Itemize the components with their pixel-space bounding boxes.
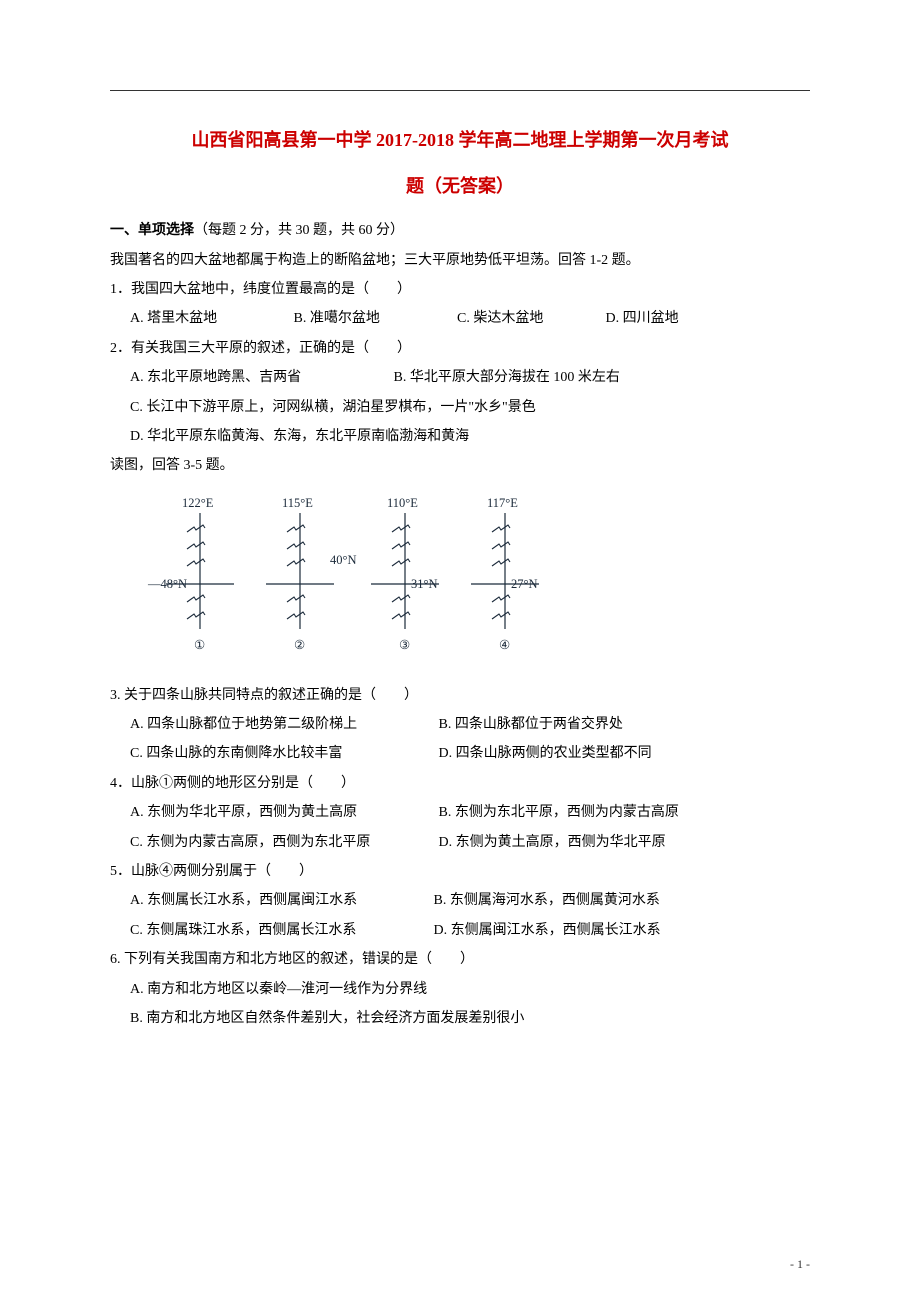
- q6-stem: 6. 下列有关我国南方和北方地区的叙述，错误的是（ ）: [110, 945, 810, 974]
- q5-opt-c: C. 东侧属珠江水系，西侧属长江水系: [130, 916, 430, 945]
- q5-opt-a: A. 东侧属长江水系，西侧属闽江水系: [130, 886, 430, 915]
- q2-opt-d: D. 华北平原东临黄海、东海，东北平原南临渤海和黄海: [130, 422, 469, 451]
- section-meta: （每题 2 分，共 30 题，共 60 分）: [194, 223, 404, 238]
- svg-text:—48°N: —48°N: [147, 577, 187, 591]
- q3-stem: 3. 关于四条山脉共同特点的叙述正确的是（ ）: [110, 681, 810, 710]
- intro-q3-5: 读图，回答 3-5 题。: [110, 451, 810, 480]
- q4-opt-c: C. 东侧为内蒙古高原，西侧为东北平原: [130, 828, 435, 857]
- q2-stem: 2．有关我国三大平原的叙述，正确的是（ ）: [110, 334, 810, 363]
- mountain-diagram: 122°E 115°E 110°E 117°E —48°N ① 40°N ② 31°N ③ 27°N…: [140, 489, 810, 669]
- q6-opt-b: B. 南方和北方地区自然条件差别大，社会经济方面发展差别很小: [130, 1004, 524, 1033]
- q1-options: A. 塔里木盆地 B. 准噶尔盆地 C. 柴达木盆地 D. 四川盆地: [110, 304, 810, 333]
- q3-opt-a: A. 四条山脉都位于地势第二级阶梯上: [130, 710, 435, 739]
- q2-options: A. 东北平原地跨黑、吉两省 B. 华北平原大部分海拔在 100 米左右 C. …: [110, 363, 810, 451]
- page-number: - 1 -: [790, 1257, 810, 1272]
- svg-text:110°E: 110°E: [387, 496, 418, 510]
- top-rule: [110, 90, 810, 91]
- q3-options: A. 四条山脉都位于地势第二级阶梯上 B. 四条山脉都位于两省交界处 C. 四条…: [110, 710, 810, 769]
- svg-text:122°E: 122°E: [182, 496, 214, 510]
- q6-opt-a: A. 南方和北方地区以秦岭—淮河一线作为分界线: [130, 975, 427, 1004]
- q3-opt-d: D. 四条山脉两侧的农业类型都不同: [439, 739, 652, 768]
- q2-opt-c: C. 长江中下游平原上，河网纵横，湖泊星罗棋布，一片"水乡"景色: [130, 393, 536, 422]
- q6-options: A. 南方和北方地区以秦岭—淮河一线作为分界线 B. 南方和北方地区自然条件差别…: [110, 975, 810, 1034]
- doc-title-line1: 山西省阳高县第一中学 2017-2018 学年高二地理上学期第一次月考试: [110, 121, 810, 161]
- q1-opt-c: C. 柴达木盆地: [457, 304, 602, 333]
- q5-opt-d: D. 东侧属闽江水系，西侧属长江水系: [434, 916, 661, 945]
- intro-q1-2: 我国著名的四大盆地都属于构造上的断陷盆地；三大平原地势低平坦荡。回答 1-2 题…: [110, 246, 810, 275]
- q4-stem: 4．山脉①两侧的地形区分别是（ ）: [110, 769, 810, 798]
- q5-opt-b: B. 东侧属海河水系，西侧属黄河水系: [434, 886, 660, 915]
- q1-opt-b: B. 准噶尔盆地: [294, 304, 454, 333]
- q1-opt-a: A. 塔里木盆地: [130, 304, 290, 333]
- q5-options: A. 东侧属长江水系，西侧属闽江水系 B. 东侧属海河水系，西侧属黄河水系 C.…: [110, 886, 810, 945]
- svg-text:117°E: 117°E: [487, 496, 518, 510]
- svg-text:40°N: 40°N: [330, 553, 357, 567]
- q4-opt-b: B. 东侧为东北平原，西侧为内蒙古高原: [439, 798, 679, 827]
- q4-opt-d: D. 东侧为黄土高原，西侧为华北平原: [439, 828, 666, 857]
- svg-text:②: ②: [294, 638, 305, 652]
- section-heading: 一、单项选择（每题 2 分，共 30 题，共 60 分）: [110, 216, 810, 245]
- q2-opt-b: B. 华北平原大部分海拔在 100 米左右: [394, 363, 620, 392]
- q3-opt-c: C. 四条山脉的东南侧降水比较丰富: [130, 739, 435, 768]
- q1-opt-d: D. 四川盆地: [606, 304, 679, 333]
- q2-opt-a: A. 东北平原地跨黑、吉两省: [130, 363, 390, 392]
- svg-text:③: ③: [399, 638, 410, 652]
- q4-opt-a: A. 东侧为华北平原，西侧为黄土高原: [130, 798, 435, 827]
- q5-stem: 5．山脉④两侧分别属于（ ）: [110, 857, 810, 886]
- q1-stem: 1．我国四大盆地中，纬度位置最高的是（ ）: [110, 275, 810, 304]
- q3-opt-b: B. 四条山脉都位于两省交界处: [439, 710, 623, 739]
- q4-options: A. 东侧为华北平原，西侧为黄土高原 B. 东侧为东北平原，西侧为内蒙古高原 C…: [110, 798, 810, 857]
- svg-text:115°E: 115°E: [282, 496, 313, 510]
- svg-text:31°N: 31°N: [411, 577, 438, 591]
- svg-text:27°N: 27°N: [511, 577, 538, 591]
- svg-text:①: ①: [194, 638, 205, 652]
- section-label: 一、单项选择: [110, 223, 194, 238]
- doc-title-line2: 题（无答案）: [110, 167, 810, 207]
- svg-text:④: ④: [499, 638, 510, 652]
